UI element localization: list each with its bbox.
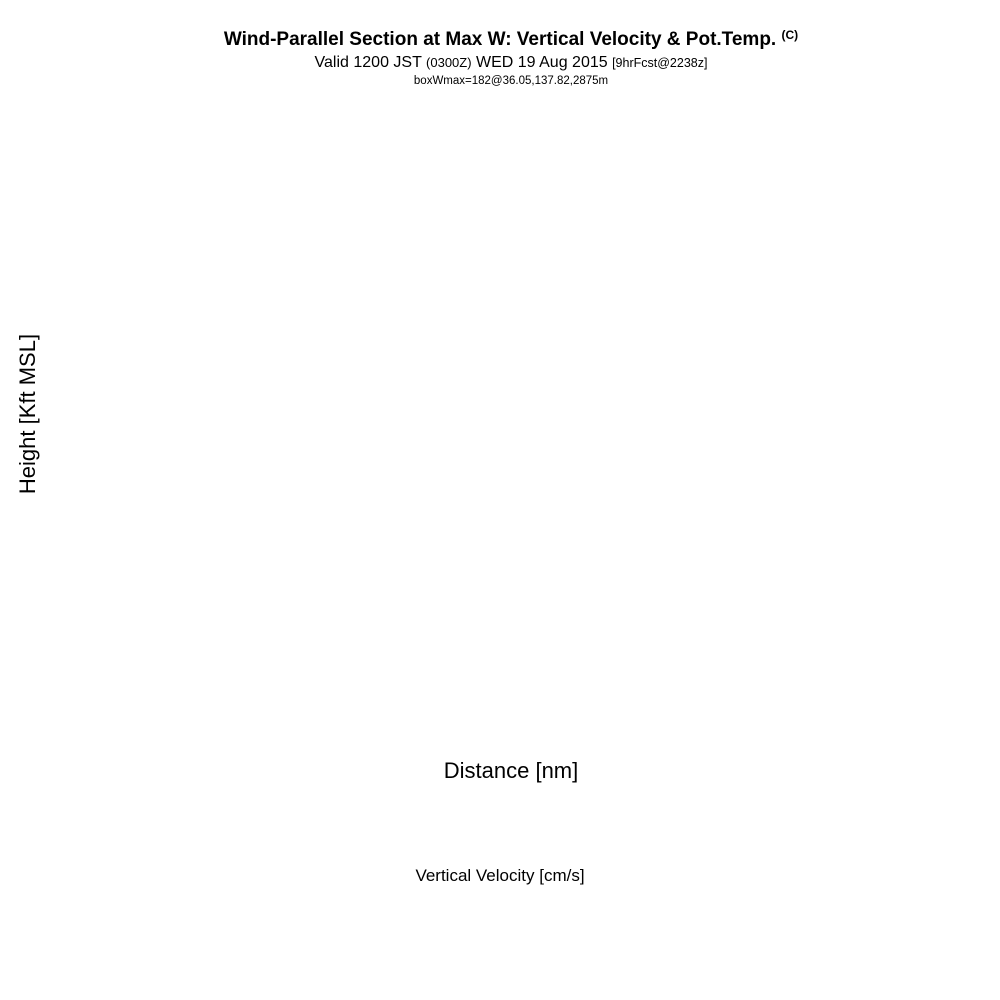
chart-info-line: boxWmax=182@36.05,137.82,2875m	[413, 75, 609, 87]
subtitle-zulu: (0300Z)	[426, 55, 472, 70]
y-axis-label: Height [Kft MSL]	[15, 333, 40, 495]
subtitle-forecast: [9hrFcst@2238z]	[612, 56, 708, 70]
chart-title: Wind-Parallel Section at Max W: Vertical…	[224, 28, 798, 51]
x-axis-label: Distance [nm]	[443, 758, 579, 783]
chart-subtitle: Valid 1200 JST (0300Z) WED 19 Aug 2015 […	[315, 54, 708, 72]
chart-title-text: Wind-Parallel Section at Max W: Vertical…	[223, 29, 777, 50]
chart-title-units: (C)	[781, 28, 799, 42]
subtitle-valid: Valid 1200 JST	[314, 54, 427, 71]
colorbar-label: Vertical Velocity [cm/s]	[415, 866, 585, 885]
subtitle-date: WED 19 Aug 2015	[471, 54, 613, 71]
